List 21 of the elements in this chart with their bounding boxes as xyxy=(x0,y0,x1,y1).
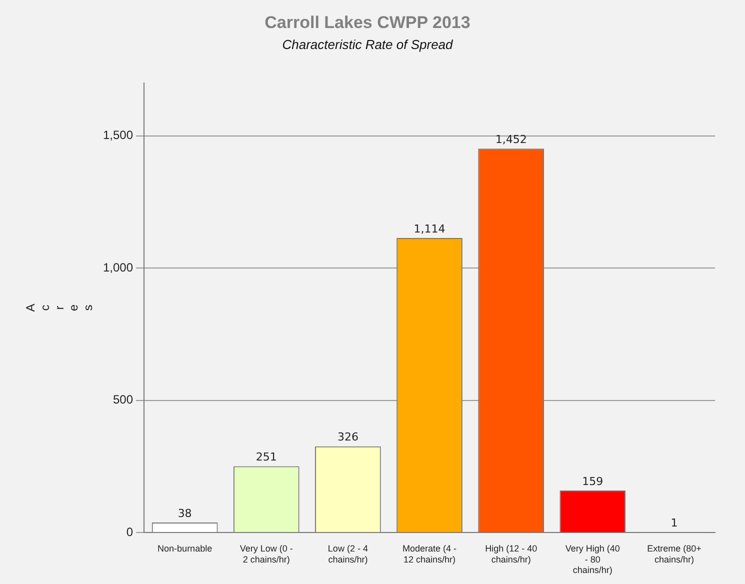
y-axis-title: Acres xyxy=(24,304,96,312)
x-tick-label: Very High (40 - 80 chains/hr) xyxy=(565,543,620,576)
x-tick-label: Non-burnable xyxy=(158,543,212,554)
y-tick-label: 500 xyxy=(113,392,134,407)
data-label: 38 xyxy=(178,506,192,520)
chart-subtitle: Characteristic Rate of Spread xyxy=(282,36,454,52)
y-tick-label: 0 xyxy=(126,524,134,539)
data-label: 326 xyxy=(337,430,358,444)
x-tick-label: Moderate (4 - 12 chains/hr) xyxy=(402,543,457,564)
data-label: 1,452 xyxy=(495,132,527,146)
x-tick-label: Low (2 - 4 chains/hr) xyxy=(328,543,368,564)
x-tick-label: Very Low (0 - 2 chains/hr) xyxy=(240,543,293,564)
y-tick-label: 1,000 xyxy=(103,260,134,274)
data-label: 1 xyxy=(670,516,678,530)
data-label: 251 xyxy=(256,450,277,464)
y-tick-label: 1,500 xyxy=(103,128,134,142)
x-tick-label: High (12 - 40 chains/hr) xyxy=(485,543,538,564)
data-label: 159 xyxy=(582,474,604,488)
chart-title: Carroll Lakes CWPP 2013 xyxy=(264,12,470,32)
data-label: 1,114 xyxy=(414,222,446,236)
x-tick-label: Extreme (80+ chains/hr) xyxy=(647,543,702,564)
